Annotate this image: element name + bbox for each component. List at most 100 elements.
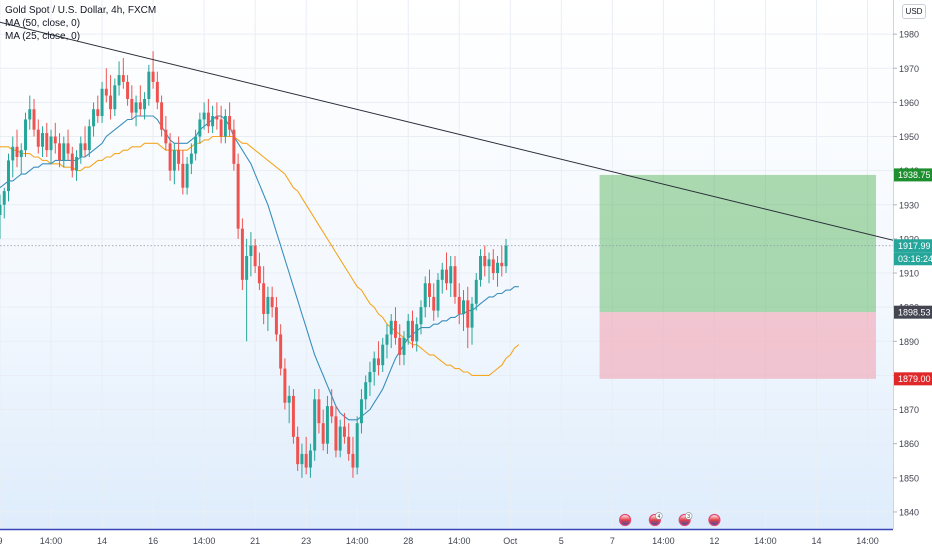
candle <box>36 119 40 154</box>
candle <box>168 133 172 181</box>
symbol-title: Gold Spot / U.S. Dollar, 4h, FXCM <box>5 5 157 16</box>
candle <box>130 85 134 120</box>
time-tick-label: 14:00 <box>40 536 63 546</box>
event-flag-icon <box>618 513 632 527</box>
candle-body <box>462 300 465 314</box>
candle-body <box>70 153 74 171</box>
candle-body <box>117 75 121 86</box>
candle <box>385 324 389 359</box>
candle <box>487 252 491 284</box>
time-tick-label: 9 <box>0 536 3 546</box>
time-tick-label: 28 <box>403 536 413 546</box>
candle-body <box>0 204 2 216</box>
candle <box>279 324 283 376</box>
candle <box>49 129 53 164</box>
candle <box>0 194 2 239</box>
candle <box>359 389 363 434</box>
time-tick-label: 12 <box>709 536 719 546</box>
candle <box>83 126 87 157</box>
candle-body <box>317 399 321 424</box>
candle <box>155 71 159 110</box>
candle <box>66 129 70 161</box>
candle <box>342 412 346 444</box>
candle-body <box>338 426 342 451</box>
candle-body <box>202 112 206 120</box>
candle-body <box>410 320 414 342</box>
candle-body <box>325 406 329 444</box>
candle-body <box>134 102 138 113</box>
candle <box>270 286 274 318</box>
candle <box>402 331 406 366</box>
candle <box>62 136 66 168</box>
candle <box>372 351 376 386</box>
candle-body <box>143 98 147 110</box>
candle-body <box>223 116 227 137</box>
candle-body <box>100 88 104 117</box>
candle-body <box>53 136 57 144</box>
candle <box>436 273 440 318</box>
candle-body <box>470 303 474 328</box>
candle-body <box>274 307 278 335</box>
candle-body <box>19 150 23 157</box>
candle-body <box>206 112 210 127</box>
candle-body <box>92 109 96 127</box>
candle <box>470 296 474 345</box>
candle-body <box>351 453 355 468</box>
time-tick-label: 14:00 <box>448 536 471 546</box>
candle-body <box>236 163 240 229</box>
candle <box>117 61 121 96</box>
candle-body <box>466 300 470 328</box>
candle-body <box>49 136 53 151</box>
candle-body <box>304 453 308 468</box>
candle-body <box>428 283 431 297</box>
candle <box>134 95 138 127</box>
time-tick-label: 14:00 <box>346 536 369 546</box>
candle-body <box>334 416 338 451</box>
time-axis-bg <box>0 529 932 550</box>
candle-body <box>28 109 32 120</box>
candle-body <box>253 245 257 267</box>
countdown-label-bg <box>894 252 932 266</box>
candle-body <box>287 395 291 403</box>
candle <box>398 324 402 366</box>
candle-body <box>440 269 444 280</box>
candle <box>325 395 329 454</box>
candle <box>419 300 423 335</box>
candle-body <box>262 283 266 314</box>
candle <box>79 136 83 164</box>
candle <box>479 249 483 287</box>
candle <box>138 85 142 117</box>
candle <box>266 286 270 332</box>
candle-body <box>364 382 368 400</box>
price-tick-label: 1980 <box>899 30 919 40</box>
candle <box>317 389 321 434</box>
candle-body <box>393 320 397 338</box>
candle-body <box>359 399 363 424</box>
candle <box>58 133 62 168</box>
candle <box>300 443 304 478</box>
candle <box>449 255 453 297</box>
price-tick-label: 1850 <box>899 473 919 483</box>
candle-body <box>32 109 36 130</box>
candle-body <box>389 320 393 335</box>
candle-body <box>423 283 427 308</box>
candle-body <box>181 163 185 188</box>
candle-body <box>342 426 346 437</box>
candle-body <box>474 279 478 304</box>
ma25-legend: MA (25, close, 0) <box>5 31 81 42</box>
ma25-line <box>0 115 519 421</box>
candle <box>100 81 104 123</box>
candle-body <box>41 133 45 147</box>
candle <box>376 341 380 376</box>
price-tick-label: 1840 <box>899 507 919 517</box>
candle <box>474 273 478 311</box>
candle <box>504 238 508 274</box>
candle-body <box>415 324 419 342</box>
candle-body <box>432 296 436 311</box>
candle-body <box>164 129 168 144</box>
currency-button[interactable]: USD <box>902 4 926 19</box>
candle <box>245 238 249 342</box>
candle <box>338 419 342 458</box>
